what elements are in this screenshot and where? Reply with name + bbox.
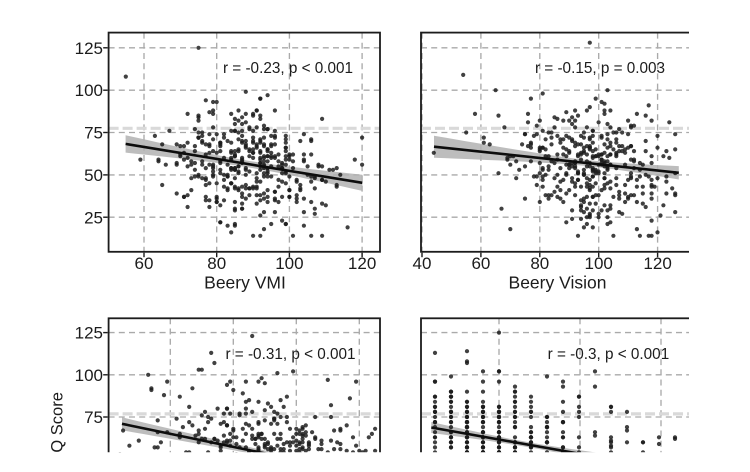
svg-text:IQ Score: IQ Score (49, 392, 67, 457)
svg-text:120: 120 (348, 254, 376, 273)
svg-text:Beery Vision: Beery Vision (509, 273, 607, 293)
svg-text:125: 125 (75, 39, 103, 58)
svg-text:100: 100 (75, 366, 103, 385)
svg-text:50: 50 (84, 450, 103, 469)
svg-text:75: 75 (84, 124, 103, 143)
svg-text:75: 75 (84, 408, 103, 427)
svg-text:80: 80 (207, 254, 226, 273)
svg-text:60: 60 (135, 254, 154, 273)
svg-text:r = -0.3, p < 0.001: r = -0.3, p < 0.001 (548, 346, 670, 363)
svg-text:120: 120 (643, 254, 671, 273)
svg-text:r = -0.31, p < 0.001: r = -0.31, p < 0.001 (225, 346, 355, 363)
svg-text:50: 50 (84, 166, 103, 185)
svg-text:80: 80 (530, 254, 549, 273)
svg-text:60: 60 (471, 254, 490, 273)
svg-text:40: 40 (413, 254, 432, 273)
svg-text:125: 125 (75, 324, 103, 343)
svg-text:r = -0.23, p < 0.001: r = -0.23, p < 0.001 (223, 60, 353, 77)
svg-text:Beery VMI: Beery VMI (204, 273, 286, 293)
svg-text:100: 100 (275, 254, 303, 273)
svg-text:25: 25 (84, 208, 103, 227)
svg-text:100: 100 (585, 254, 613, 273)
svg-text:r = -0.15, p = 0.003: r = -0.15, p = 0.003 (535, 60, 665, 77)
svg-text:100: 100 (75, 81, 103, 100)
